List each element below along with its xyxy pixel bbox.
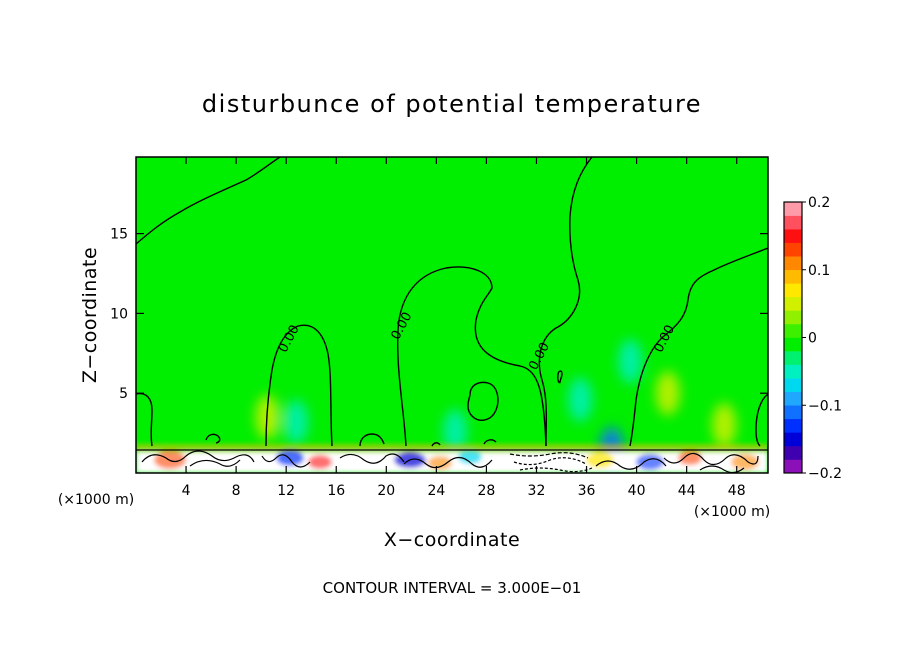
contour-bump-22 bbox=[431, 442, 441, 447]
colorbar-tick-label: 0.1 bbox=[808, 263, 830, 279]
x-tick-label: 16 bbox=[327, 483, 345, 499]
colorbar-swatch bbox=[784, 351, 802, 365]
colorbar-tick-label: 0 bbox=[808, 331, 817, 347]
y-tick-label: 5 bbox=[119, 386, 128, 402]
colorbar-swatch bbox=[784, 229, 802, 243]
colorbar-tick-label: −0.2 bbox=[808, 466, 842, 482]
colorbar-swatch bbox=[784, 364, 802, 379]
x-axis-label: X−coordinate bbox=[384, 529, 520, 551]
colorbar-swatch bbox=[784, 215, 802, 230]
colorbar-swatch bbox=[784, 323, 802, 338]
colorbar-swatch bbox=[784, 283, 802, 298]
colorbar-swatch bbox=[784, 310, 802, 325]
contour-interval-note: CONTOUR INTERVAL = 3.000E−01 bbox=[323, 579, 582, 597]
warm-patch bbox=[712, 403, 737, 448]
contour-lobe-22 bbox=[396, 266, 547, 447]
y-axis-unit: (×1000 m) bbox=[58, 492, 134, 508]
y-tick-label: 15 bbox=[110, 227, 128, 243]
contour-left-edge-lobe bbox=[136, 392, 153, 447]
colorbar-swatch bbox=[784, 445, 802, 460]
contour-small-ring-35 bbox=[557, 370, 563, 384]
y-axis: 5 10 15 bbox=[110, 227, 768, 402]
contour-right-edge-lobe bbox=[755, 393, 768, 447]
x-tick-label: 8 bbox=[232, 483, 241, 499]
contour-upper-left bbox=[136, 157, 281, 245]
x-tick-label: 24 bbox=[427, 483, 445, 499]
colorbar: 0.2 0.1 0 −0.1 −0.2 bbox=[783, 195, 842, 482]
x-tick-label: 40 bbox=[628, 483, 646, 499]
x-axis-unit: (×1000 m) bbox=[694, 504, 770, 520]
plot-frame bbox=[135, 156, 769, 474]
colorbar-tick-label: 0.2 bbox=[808, 195, 830, 211]
colorbar-swatch bbox=[784, 459, 802, 474]
x-tick-label: 4 bbox=[182, 483, 191, 499]
colorbar-swatch bbox=[784, 405, 802, 420]
surface-contour-tangle bbox=[136, 449, 768, 473]
colorbar-swatch bbox=[784, 418, 802, 433]
x-tick-label: 12 bbox=[277, 483, 295, 499]
cool-patch bbox=[568, 377, 593, 422]
contour-bump-26 bbox=[483, 439, 497, 445]
colorbar-swatch bbox=[784, 296, 802, 311]
y-tick-label: 10 bbox=[110, 306, 128, 322]
x-tick-label: 36 bbox=[578, 483, 596, 499]
contour-lobe-12 bbox=[265, 324, 333, 447]
x-axis: 4 8 12 16 20 24 28 32 36 40 44 48 bbox=[182, 157, 746, 499]
x-tick-label: 32 bbox=[528, 483, 546, 499]
colorbar-swatch bbox=[784, 378, 802, 392]
cool-patch bbox=[443, 409, 468, 454]
colorbar-tick-label: −0.1 bbox=[808, 398, 842, 414]
x-tick-label: 20 bbox=[377, 483, 395, 499]
contour-bump-19 bbox=[359, 433, 385, 447]
y-axis-label: Z−coordinate bbox=[79, 247, 101, 383]
colorbar-swatch bbox=[784, 269, 802, 284]
colorbar-swatch bbox=[784, 337, 802, 352]
colorbar-swatch bbox=[784, 432, 802, 447]
contour-tall-32 bbox=[538, 157, 593, 447]
colorbar-swatch bbox=[784, 242, 802, 257]
cool-patch bbox=[284, 399, 309, 444]
contour-right-rise bbox=[629, 247, 768, 447]
x-tick-label: 44 bbox=[678, 483, 696, 499]
colorbar-swatch bbox=[784, 256, 802, 271]
zero-contours bbox=[136, 157, 768, 447]
warm-patch bbox=[655, 371, 680, 416]
x-tick-label: 48 bbox=[728, 483, 746, 499]
contour-ring-28 bbox=[467, 381, 499, 421]
surface-turbulence-layer bbox=[136, 444, 768, 473]
colorbar-swatch bbox=[784, 202, 802, 216]
x-tick-label: 28 bbox=[478, 483, 496, 499]
plot-area: 0.00 0.000.000.00 4 8 12 16 20 24 28 32 36 40 44 48 … bbox=[110, 156, 769, 499]
cool-patch bbox=[618, 339, 643, 384]
chart-title: disturbunce of potential temperature bbox=[202, 90, 702, 118]
contour-bump-6 bbox=[205, 433, 221, 444]
colorbar-swatch bbox=[784, 391, 802, 406]
